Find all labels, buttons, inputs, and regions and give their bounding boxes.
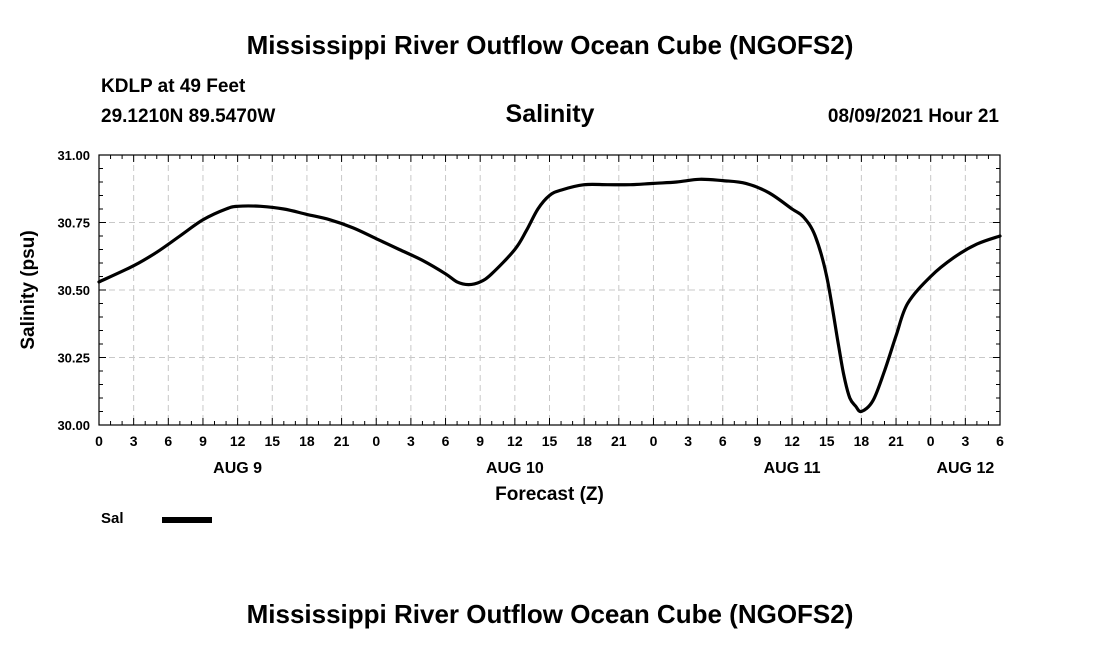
date-label: AUG 12 [936,460,994,477]
x-tick-label: 21 [611,433,627,449]
date-label: AUG 11 [764,460,821,477]
y-tick-label: 30.75 [57,216,90,231]
x-tick-label: 9 [199,433,207,449]
x-axis-title: Forecast (Z) [495,484,604,505]
series-line-sal [97,177,1002,414]
x-tick-label: 9 [476,433,484,449]
variable-title: Salinity [505,100,595,128]
date-label: AUG 9 [213,460,262,477]
date-label: AUG 10 [486,460,544,477]
x-tick-label: 18 [299,433,315,449]
x-tick-label: 12 [230,433,246,449]
x-tick-label: 21 [334,433,350,449]
x-tick-label: 12 [784,433,800,449]
forecast-datetime: 08/09/2021 Hour 21 [827,106,999,127]
x-tick-label: 18 [576,433,592,449]
x-tick-label: 18 [854,433,870,449]
legend-label: Sal [101,510,124,527]
x-tick-label: 15 [542,433,558,449]
x-tick-label: 0 [927,433,935,449]
chart-footer-title: Mississippi River Outflow Ocean Cube (NG… [246,599,854,629]
y-tick-label: 31.00 [57,148,90,163]
x-tick-label: 3 [130,433,138,449]
x-tick-label: 6 [442,433,450,449]
y-tick-label: 30.25 [57,351,90,366]
x-tick-label: 6 [164,433,172,449]
x-tick-label: 0 [95,433,103,449]
legend-line-swatch [162,517,212,523]
y-tick-label: 30.50 [57,283,90,298]
x-tick-label: 3 [684,433,692,449]
chart-main-title: Mississippi River Outflow Ocean Cube (NG… [246,30,854,60]
x-tick-label: 3 [407,433,415,449]
y-tick-label: 30.00 [57,418,90,433]
x-tick-label: 15 [819,433,835,449]
x-tick-label: 0 [372,433,380,449]
x-tick-label: 12 [507,433,523,449]
x-tick-label: 9 [754,433,762,449]
x-tick-label: 0 [650,433,658,449]
station-label: KDLP at 49 Feet [101,76,246,97]
x-tick-label: 21 [888,433,904,449]
station-coordinates: 29.1210N 89.5470W [101,106,276,127]
x-tick-label: 6 [719,433,727,449]
x-tick-label: 3 [961,433,969,449]
y-axis-title: Salinity (psu) [18,230,39,349]
x-tick-label: 6 [996,433,1004,449]
x-tick-label: 15 [264,433,280,449]
